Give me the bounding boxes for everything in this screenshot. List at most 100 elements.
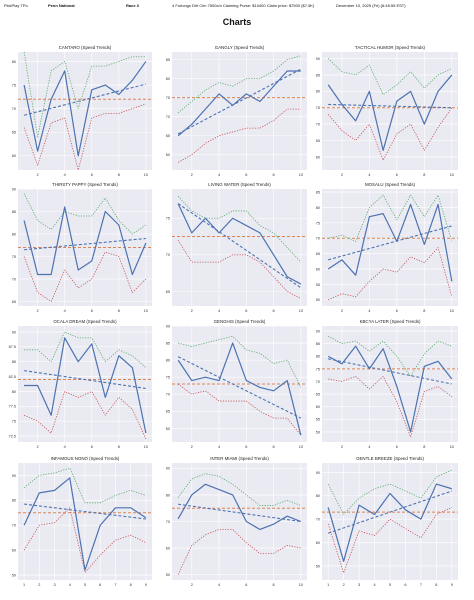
y-tick-label: 80	[166, 77, 170, 81]
lower-band-line	[327, 107, 453, 161]
x-tick-label: 4	[368, 309, 370, 313]
x-tick-label: 4	[218, 445, 220, 449]
y-tick-label: 65	[316, 392, 320, 396]
x-tick-label: 8	[273, 309, 275, 313]
y-tick-label: 70	[316, 123, 320, 127]
upper-band-line	[177, 196, 302, 263]
trend-line	[24, 237, 146, 251]
y-tick-label: 80	[12, 390, 16, 394]
lower-band-line	[177, 529, 301, 575]
report-header: PickPlay TPo Penn National Race 3 4 Furl…	[0, 0, 474, 12]
y-tick-label: 70	[316, 518, 320, 522]
x-tick-label: 4	[64, 445, 66, 449]
y-tick-label: 75	[316, 221, 320, 225]
y-tick-label: 50	[316, 564, 320, 568]
x-tick-label: 6	[99, 583, 101, 587]
x-tick-label: 10	[144, 445, 148, 449]
lower-band-line	[177, 383, 302, 436]
x-tick-label: 8	[118, 173, 120, 177]
trend-line	[24, 370, 146, 390]
y-tick-label: 85	[166, 58, 170, 62]
lower-band-line	[177, 239, 302, 300]
plot-area	[322, 189, 458, 306]
chart-panel: 60 65 70 75 80 2 4 6 8 10 CANTARO (Speed Trends)	[12, 45, 152, 177]
lower-band-line	[328, 247, 453, 301]
y-tick-label: 70	[166, 115, 170, 119]
speed-line	[327, 203, 453, 282]
y-tick-label: 80	[316, 206, 320, 210]
x-tick-label: 3	[53, 583, 55, 587]
y-tick-label: 75	[316, 106, 320, 110]
y-tick-label: 70	[316, 380, 320, 384]
race-date: December 10, 2025 (Fri) (6:45:55 EST)	[336, 3, 406, 8]
x-tick-label: 2	[37, 309, 39, 313]
x-tick-label: 6	[245, 583, 247, 587]
y-tick-label: 80	[166, 359, 170, 363]
chart-title: OCALA DREAM (Speed Trends)	[53, 319, 117, 324]
x-tick-label: 6	[396, 173, 398, 177]
x-tick-label: 1	[23, 583, 25, 587]
trend-line	[177, 356, 302, 419]
x-tick-label: 6	[91, 309, 93, 313]
x-tick-label: 8	[273, 173, 275, 177]
y-tick-label: 75	[316, 367, 320, 371]
x-tick-label: 2	[37, 173, 39, 177]
y-tick-label: 70	[12, 107, 16, 111]
trend-line	[24, 503, 146, 520]
y-tick-label: 70	[166, 520, 170, 524]
x-tick-label: 9	[451, 583, 453, 587]
y-tick-label: 60	[12, 154, 16, 158]
x-tick-label: 6	[91, 445, 93, 449]
chart-panel: 60 65 70 75 80 85 2 4 6 8 10 GANGLY (Speed Trends)	[166, 45, 307, 177]
speed-line	[23, 477, 147, 571]
x-tick-label: 1	[327, 583, 329, 587]
y-tick-label: 60	[316, 405, 320, 409]
trend-line	[23, 83, 147, 116]
y-tick-label: 75	[12, 83, 16, 87]
x-tick-label: 8	[423, 309, 425, 313]
x-tick-label: 4	[64, 309, 66, 313]
y-tick-label: 65	[316, 252, 320, 256]
trend-line	[178, 503, 301, 523]
x-tick-label: 2	[191, 445, 193, 449]
y-tick-label: 90	[316, 57, 320, 61]
lower-band-line	[328, 376, 453, 438]
upper-band-line	[23, 51, 146, 138]
speed-line	[23, 61, 147, 157]
chart-panel: 72.5 75 77.5 80 82.5 85 87.5 90 2 4 6 8 10 OCALA DREA…	[9, 319, 152, 449]
chart-panel: 65 70 75 2 4 6 8 10 LIVING WATER (Speed Trends)	[166, 182, 307, 313]
x-tick-label: 4	[218, 583, 220, 587]
y-tick-label: 90	[12, 330, 16, 334]
lower-band-line	[327, 507, 452, 574]
app-name: PickPlay TPo	[4, 3, 28, 8]
y-tick-label: 50	[316, 298, 320, 302]
x-tick-label: 8	[273, 445, 275, 449]
y-tick-label: 85	[316, 190, 320, 194]
trend-line	[328, 358, 452, 385]
x-tick-label: 8	[435, 583, 437, 587]
x-tick-label: 2	[191, 309, 193, 313]
y-tick-label: 90	[12, 187, 16, 191]
x-tick-label: 8	[423, 445, 425, 449]
x-tick-label: 2	[191, 173, 193, 177]
y-tick-label: 60	[166, 427, 170, 431]
chart-title: THIRSTY PAPPY (Speed Trends)	[52, 182, 118, 187]
y-tick-label: 85	[166, 341, 170, 345]
track-name: Penn National	[48, 3, 75, 8]
y-tick-label: 50	[166, 573, 170, 577]
y-tick-label: 85	[316, 342, 320, 346]
x-tick-label: 8	[423, 173, 425, 177]
y-tick-label: 70	[316, 237, 320, 241]
x-tick-label: 5	[84, 583, 86, 587]
x-tick-label: 7	[420, 583, 422, 587]
x-tick-label: 4	[218, 173, 220, 177]
chart-panel: 50 55 60 65 70 75 80 85 90 2 4 6 8 10 KBCYA LATER (Spe…	[316, 319, 458, 449]
x-tick-label: 2	[341, 309, 343, 313]
x-tick-label: 10	[144, 309, 148, 313]
x-tick-label: 9	[145, 583, 147, 587]
upper-band-line	[177, 55, 301, 114]
y-tick-label: 75	[166, 376, 170, 380]
plot-area	[172, 189, 307, 306]
speed-line	[177, 342, 302, 436]
y-tick-label: 75	[12, 255, 16, 259]
